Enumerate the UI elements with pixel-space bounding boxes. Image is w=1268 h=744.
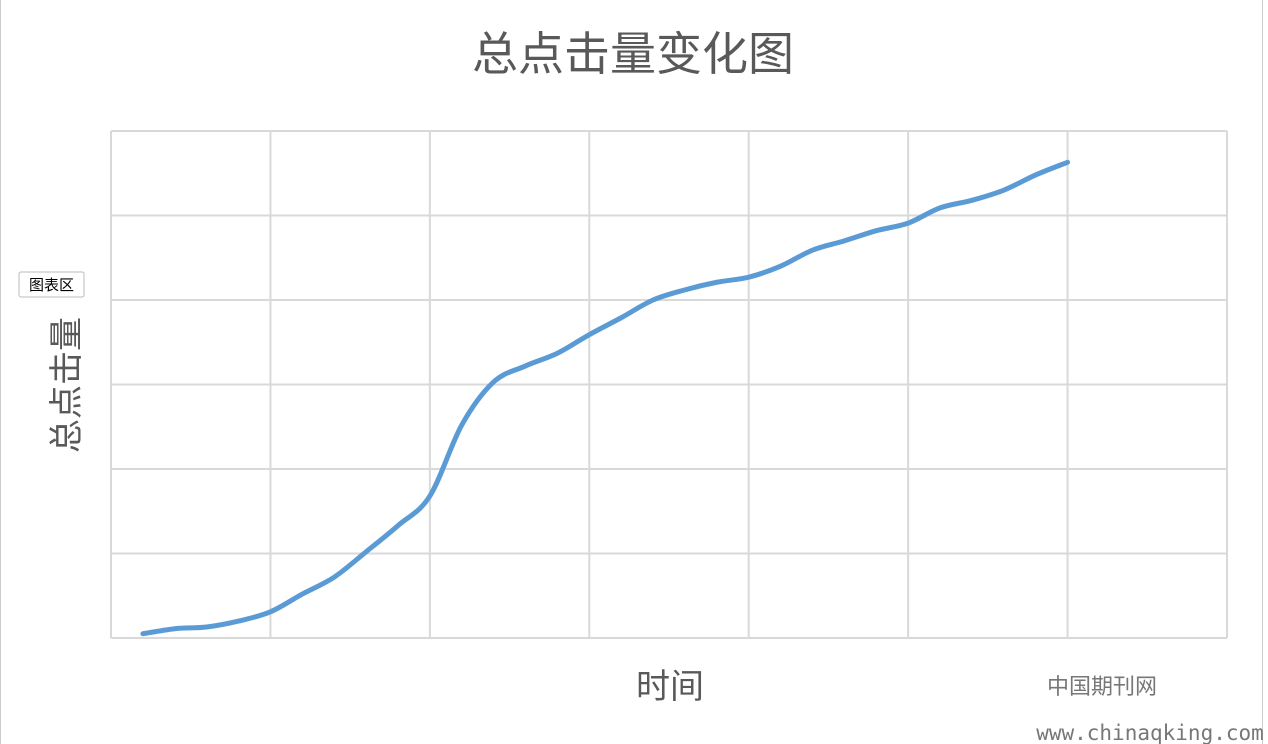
tooltip-text: 图表区 — [29, 276, 74, 294]
line-series — [140, 159, 1071, 637]
tooltip-box — [18, 271, 85, 298]
chart-title: 总点击量变化图 — [472, 27, 794, 81]
x-axis-label: 时间 — [636, 667, 704, 707]
y-axis-label: 总点击量 — [47, 317, 87, 453]
watermark-url: www.chinaqking.com — [1036, 721, 1264, 744]
watermark-name: 中国期刊网 — [1047, 675, 1157, 700]
tooltip: 图表区 — [18, 271, 85, 298]
